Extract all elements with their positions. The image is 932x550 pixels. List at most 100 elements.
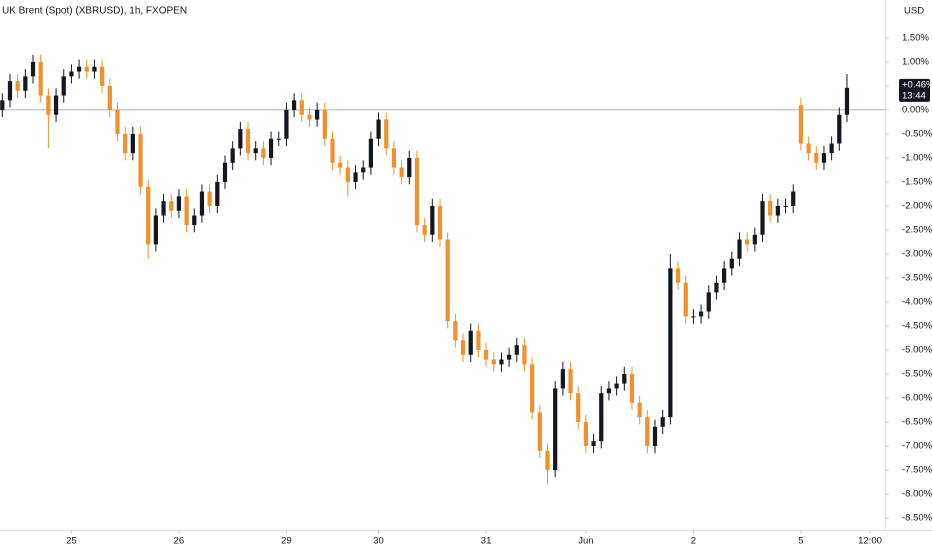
candle-body xyxy=(675,268,681,283)
candle-body xyxy=(583,421,589,446)
candle-body xyxy=(491,359,496,365)
candle-body xyxy=(153,215,158,245)
candle-body xyxy=(752,234,757,245)
last-price-box xyxy=(899,78,930,102)
y-tick-label: -1.50% xyxy=(902,176,932,187)
candle-body xyxy=(576,393,581,422)
candle-body xyxy=(38,61,43,96)
candle-body xyxy=(760,201,765,235)
candle-body xyxy=(338,162,343,168)
candle-body xyxy=(399,167,404,178)
candle-body xyxy=(376,119,381,139)
candle-body xyxy=(806,143,811,154)
candle-body xyxy=(629,373,635,403)
candle-body xyxy=(391,148,397,168)
candle-body xyxy=(622,373,627,384)
y-tick-label: -7.00% xyxy=(902,441,932,452)
candle-body xyxy=(7,81,13,101)
candle-body xyxy=(722,268,727,283)
candle-body xyxy=(84,66,89,72)
x-tick-label: 12:00 xyxy=(858,536,882,547)
y-tick-label: 1.50% xyxy=(902,32,929,43)
x-tick-label: 29 xyxy=(281,536,292,547)
candle-body xyxy=(783,205,788,207)
candle-body xyxy=(506,354,512,360)
y-tick-label: -2.50% xyxy=(902,224,932,235)
candle-body xyxy=(476,330,481,350)
y-tick-label: -4.00% xyxy=(902,296,932,307)
candle-body xyxy=(468,330,473,355)
candle-body xyxy=(384,119,389,149)
candle-body xyxy=(422,225,427,235)
candle-body xyxy=(307,114,312,120)
candle-body xyxy=(737,239,742,259)
candle-body xyxy=(353,172,358,182)
candle-body xyxy=(714,282,719,293)
x-tick-label: 30 xyxy=(373,536,384,547)
candle-body xyxy=(253,148,258,154)
candle-body xyxy=(652,426,658,446)
candle-body xyxy=(284,109,289,139)
candle-body xyxy=(92,66,97,72)
candle-body xyxy=(460,340,466,355)
candle-body xyxy=(46,95,51,115)
y-tick-label: 0.00% xyxy=(902,104,929,115)
candle-body xyxy=(445,239,450,322)
y-tick-label: -0.50% xyxy=(902,128,932,139)
candle-body xyxy=(729,258,734,269)
candle-body xyxy=(407,157,412,178)
candle-body xyxy=(829,143,834,154)
y-tick-label: -8.50% xyxy=(902,513,932,524)
candle-body xyxy=(698,311,704,317)
candle-body xyxy=(23,76,28,91)
candle-body xyxy=(207,191,212,206)
candle-body xyxy=(53,95,59,115)
candle-body xyxy=(514,345,519,355)
y-tick-label: -3.00% xyxy=(902,248,932,259)
candle-body xyxy=(230,148,235,163)
candle-body xyxy=(291,100,297,110)
candle-body xyxy=(176,196,182,211)
countdown-label: 13:44 xyxy=(902,90,926,101)
candle-body xyxy=(637,402,642,418)
last-price-label: +0.46% xyxy=(902,79,932,90)
candle-body xyxy=(706,292,711,312)
candle-body xyxy=(560,369,565,389)
candle-body xyxy=(499,359,504,365)
candle-body xyxy=(276,138,281,140)
currency-label: USD xyxy=(904,6,924,17)
y-tick-label: -6.00% xyxy=(902,392,932,403)
x-tick-label: Jun xyxy=(578,536,593,547)
candle-body xyxy=(768,201,773,216)
candle-body xyxy=(614,383,619,389)
y-tick-label: -7.50% xyxy=(902,465,932,476)
candle-body xyxy=(238,129,243,149)
candle-body xyxy=(775,205,780,216)
candle-body xyxy=(837,114,842,144)
candle-body xyxy=(76,66,82,72)
candle-body xyxy=(530,364,535,413)
candle-body xyxy=(414,157,420,226)
candle-body xyxy=(553,388,558,470)
x-tick-label: 5 xyxy=(798,536,803,547)
candle-body xyxy=(821,153,827,163)
candle-body xyxy=(107,85,112,110)
candle-body xyxy=(745,239,750,245)
candle-body xyxy=(169,201,174,211)
candle-body xyxy=(537,412,542,451)
candle-body xyxy=(199,191,205,216)
candle-body xyxy=(668,268,673,418)
candle-body xyxy=(814,153,819,163)
candle-body xyxy=(15,81,20,91)
chart-title: UK Brent (Spot) (XBRUSD), 1h, FXOPEN xyxy=(2,6,187,17)
candle-body xyxy=(453,321,458,341)
candle-body xyxy=(545,450,550,470)
candle-body xyxy=(568,369,573,394)
candle-body xyxy=(591,441,596,446)
candle-body xyxy=(115,109,120,134)
y-tick-label: -8.00% xyxy=(902,489,932,500)
candle-body xyxy=(184,196,189,226)
candle-body xyxy=(798,105,804,144)
